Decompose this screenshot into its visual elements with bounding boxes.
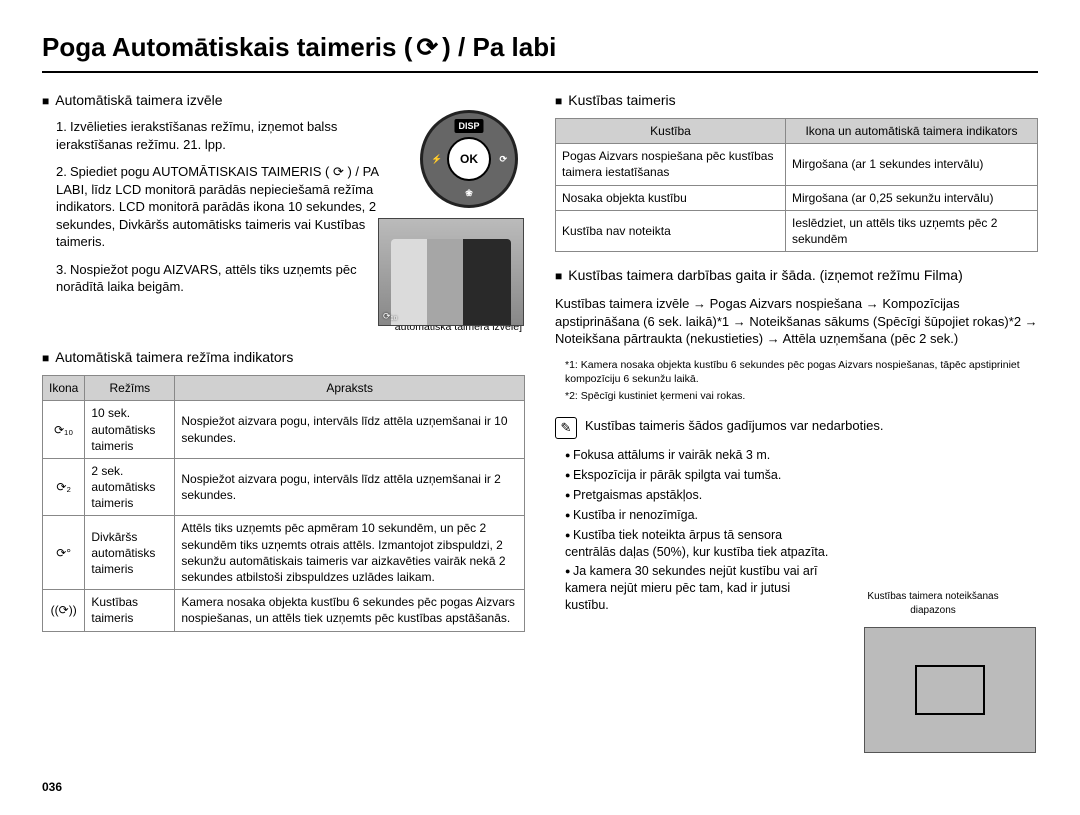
mode-desc: Kamera nosaka objekta kustību 6 sekundes… <box>175 590 525 631</box>
mode-name: Divkāršs automātisks taimeris <box>85 516 175 590</box>
left-column: ■Automātiskā taimera izvēle 1.Izvēlietie… <box>42 91 525 631</box>
th-mode: Režīms <box>85 376 175 401</box>
list-item: Kustība ir nenozīmīga. <box>565 507 835 524</box>
flow-text: Kustības taimera izvēle → Pogas Aizvars … <box>555 295 1038 348</box>
mode-icon: ⟳° <box>43 516 85 590</box>
note-icon: ✎ <box>555 417 577 439</box>
table-row: ⟳₂ 2 sek. automātisks taimeris Nospiežot… <box>43 458 525 516</box>
timer-icon: ⟳ <box>416 30 438 65</box>
footnote-2: *2: Spēcīgi kustiniet ķermeni vai rokas. <box>565 389 1038 403</box>
table-header-row: Ikona Režīms Apraksts <box>43 376 525 401</box>
table-row: ((⟳)) Kustības taimeris Kamera nosaka ob… <box>43 590 525 631</box>
th-motion: Kustība <box>556 118 786 143</box>
list-item: Kustība tiek noteikta ārpus tā sensora c… <box>565 527 835 561</box>
step-3: 3.Nospiežot pogu AIZVARS, attēls tiks uz… <box>56 261 362 296</box>
mode-name: Kustības taimeris <box>85 590 175 631</box>
th-desc: Apraksts <box>175 376 525 401</box>
table-row: ⟳₁₀ 10 sek. automātisks taimeris Nospiež… <box>43 401 525 459</box>
th-indicator: Ikona un automātiskā taimera indikators <box>786 118 1038 143</box>
info-box: ✎ Kustības taimeris šādos gadījumos var … <box>555 417 1038 439</box>
title-rule <box>42 71 1038 73</box>
auto-timer-select-heading: ■Automātiskā taimera izvēle <box>42 91 525 110</box>
flow-heading: ■Kustības taimera darbības gaita ir šāda… <box>555 266 1038 285</box>
flash-icon: ⚡ <box>431 153 442 165</box>
ok-button-graphic: OK <box>447 137 491 181</box>
footnotes: *1: Kamera nosaka objekta kustību 6 seku… <box>555 358 1038 404</box>
table-row: Pogas Aizvars nospiešana pēc kustības ta… <box>556 144 1038 185</box>
steps-list: 1.Izvēlieties ierakstīšanas režīmu, izņe… <box>42 118 362 296</box>
disp-label: DISP <box>454 119 483 133</box>
mode-indicator-heading: ■Automātiskā taimera režīma indikators <box>42 348 525 367</box>
detection-frame <box>915 665 985 715</box>
step-1: 1.Izvēlieties ierakstīšanas režīmu, izņe… <box>56 118 362 153</box>
mode-icon: ⟳₂ <box>43 458 85 516</box>
mode-name: 10 sek. automātisks taimeris <box>85 401 175 459</box>
mode-icon: ⟳₁₀ <box>43 401 85 459</box>
caveat-list: Fokusa attālums ir vairāk nekā 3 m. Eksp… <box>555 447 835 614</box>
page-number: 036 <box>42 779 62 795</box>
motion-timer-heading: ■Kustības taimeris <box>555 91 1038 110</box>
title-pre: Poga Automātiskais taimeris ( <box>42 30 412 65</box>
table-row: Nosaka objekta kustību Mirgošana (ar 0,2… <box>556 185 1038 210</box>
step-2: 2.Spiediet pogu AUTOMĀTISKAIS TAIMERIS (… <box>56 163 406 251</box>
table-row: Kustība nav noteikta Ieslēdziet, un attē… <box>556 210 1038 251</box>
lcd-preview: ⟳₁₀ <box>378 218 524 326</box>
info-heading: Kustības taimeris šādos gadījumos var ne… <box>585 417 883 435</box>
mode-desc: Nospiežot aizvara pogu, intervāls līdz a… <box>175 458 525 516</box>
mode-icon: ((⟳)) <box>43 590 85 631</box>
right-column: ■Kustības taimeris Kustība Ikona un auto… <box>555 91 1038 631</box>
detection-range-caption: Kustības taimera noteikšanas diapazons <box>858 590 1008 617</box>
motion-table: Kustība Ikona un automātiskā taimera ind… <box>555 118 1038 252</box>
detection-range-image <box>864 627 1036 753</box>
page-title: Poga Automātiskais taimeris ( ⟳ ) / Pa l… <box>42 30 1038 65</box>
table-row: ⟳° Divkāršs automātisks taimeris Attēls … <box>43 516 525 590</box>
list-item: Ekspozīcija ir pārāk spilgta vai tumša. <box>565 467 835 484</box>
table-header-row: Kustība Ikona un automātiskā taimera ind… <box>556 118 1038 143</box>
title-post: ) / Pa labi <box>442 30 556 65</box>
timer-icon: ⟳ <box>499 153 507 165</box>
th-icon: Ikona <box>43 376 85 401</box>
macro-icon: ❀ <box>465 187 473 199</box>
list-item: Pretgaismas apstākļos. <box>565 487 835 504</box>
mode-desc: Attēls tiks uzņemts pēc apmēram 10 sekun… <box>175 516 525 590</box>
preview-timer-icon: ⟳₁₀ <box>383 310 397 322</box>
modes-table: Ikona Režīms Apraksts ⟳₁₀ 10 sek. automā… <box>42 375 525 631</box>
list-item: Ja kamera 30 sekundes nejūt kustību vai … <box>565 563 835 614</box>
footnote-1: *1: Kamera nosaka objekta kustību 6 seku… <box>565 358 1038 386</box>
mode-desc: Nospiežot aizvara pogu, intervāls līdz a… <box>175 401 525 459</box>
list-item: Fokusa attālums ir vairāk nekā 3 m. <box>565 447 835 464</box>
mode-name: 2 sek. automātisks taimeris <box>85 458 175 516</box>
control-dial: OK DISP ⚡ ⟳ ❀ <box>420 110 518 208</box>
